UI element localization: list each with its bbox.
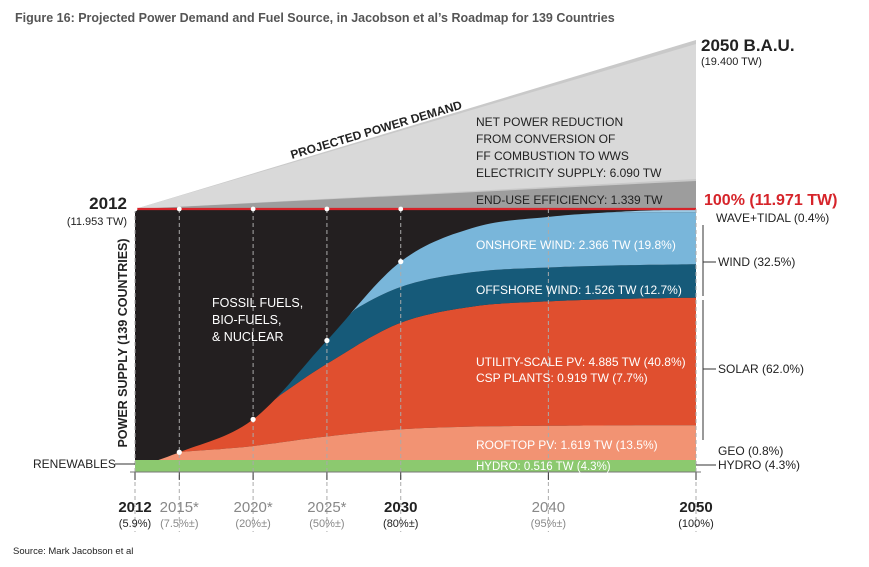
right-label-wave: WAVE+TIDAL (0.4%) (716, 211, 829, 225)
solar-area (135, 297, 696, 460)
renewables-label: RENEWABLES (33, 457, 116, 471)
curve-dot-2020 (250, 416, 256, 422)
net-reduction-label-0: NET POWER REDUCTION (476, 115, 623, 129)
tick-sub-2030: (80%±) (383, 518, 418, 530)
tick-label-2050: 2050 (679, 499, 712, 516)
curve-dot-2030 (398, 259, 404, 265)
tick-sub-2020: (20%±) (235, 518, 270, 530)
bau-label: 2050 B.A.U. (701, 36, 795, 55)
right-label-solar: SOLAR (62.0%) (718, 362, 804, 376)
start-dot (132, 206, 138, 212)
utility-pv-label: UTILITY-SCALE PV: 4.885 TW (40.8%) (476, 355, 686, 369)
top-dot-2020 (250, 206, 256, 212)
net-reduction-area (135, 44, 696, 209)
tick-sub-2050: (100%) (678, 518, 713, 530)
top-dot-2015 (176, 206, 182, 212)
end-use-efficiency-label: END-USE EFFICIENCY: 1.339 TW (476, 193, 663, 207)
tick-label-2015: 2015* (160, 499, 199, 516)
source-note: Source: Mark Jacobson et al (13, 546, 134, 557)
right-label-wind: WIND (32.5%) (718, 255, 795, 269)
offshore-wind-label: OFFSHORE WIND: 1.526 TW (12.7%) (476, 283, 682, 297)
end-use-efficiency-area (135, 181, 696, 209)
curve-dot-2015 (176, 449, 182, 455)
tick-label-2020: 2020* (233, 499, 272, 516)
onshore-wind-label: ONSHORE WIND: 2.366 TW (19.8%) (476, 238, 676, 252)
figure-title: Figure 16: Projected Power Demand and Fu… (15, 11, 615, 25)
tick-label-2040: 2040 (532, 499, 565, 516)
hydro-area (135, 460, 696, 472)
tick-sub-2025: (50%±) (309, 518, 344, 530)
tick-label-2025: 2025* (307, 499, 346, 516)
tick-sub-2012: (5.9%) (119, 518, 151, 530)
target-label: 100% (11.971 TW) (704, 192, 837, 209)
curve-dot-2025 (324, 337, 330, 344)
tick-label-2012: 2012 (118, 499, 151, 516)
net-reduction-label-2: FF COMBUSTION TO WWS (476, 149, 629, 163)
tick-sub-2015: (7.5%±) (160, 518, 198, 530)
fossil-label-1: BIO-FUELS, (212, 313, 281, 327)
rooftop-pv-label: ROOFTOP PV: 1.619 TW (13.5%) (476, 438, 658, 452)
fossil-label-2: & NUCLEAR (212, 330, 284, 344)
hydro-label: HYDRO: 0.516 TW (4.3%) (476, 461, 611, 473)
y-axis-label: POWER SUPPLY (139 COUNTRIES) (116, 238, 130, 447)
top-dot-2025 (324, 206, 330, 212)
top-dot-2030 (398, 206, 404, 212)
offshore-wind-area (135, 264, 696, 460)
right-label-geo: GEO (0.8%) (718, 444, 783, 458)
rooftop-pv-area (135, 425, 696, 460)
csp-label: CSP PLANTS: 0.919 TW (7.7%) (476, 371, 648, 385)
net-reduction-label-3: ELECTRICITY SUPPLY: 6.090 TW (476, 166, 662, 180)
start-year-label: 2012 (89, 194, 127, 213)
right-label-hydro: HYDRO (4.3%) (718, 458, 800, 472)
fossil-label-0: FOSSIL FUELS, (212, 296, 303, 310)
tick-sub-2040: (95%±) (531, 518, 566, 530)
net-reduction-label-1: FROM CONVERSION OF (476, 132, 615, 146)
start-value-label: (11.953 TW) (67, 216, 127, 228)
bau-value-label: (19.400 TW) (701, 56, 762, 68)
tick-label-2030: 2030 (384, 499, 417, 516)
onshore-wind-area (135, 212, 696, 460)
